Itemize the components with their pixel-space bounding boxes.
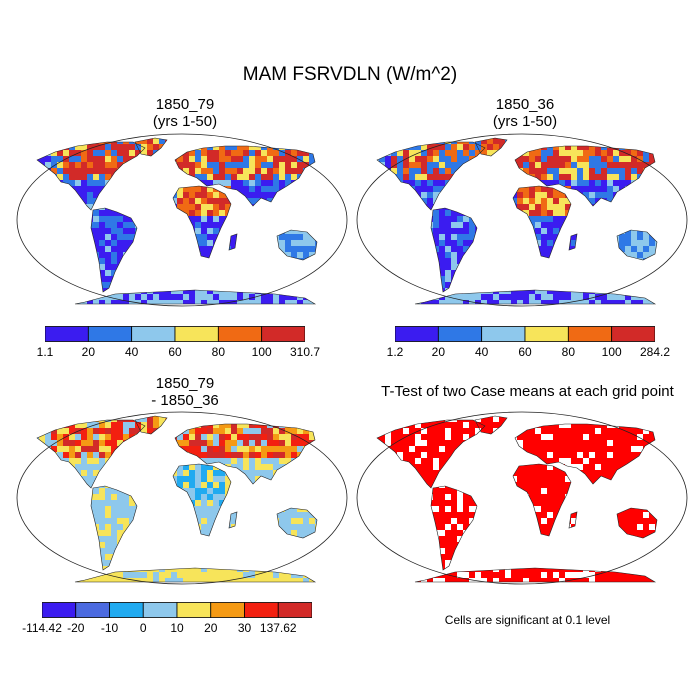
panel-title-difference-line2: - 1850_36: [151, 392, 219, 409]
colorbar-case1-tick-label: 40: [124, 345, 139, 359]
colorbar-case2-swatch: [567, 326, 613, 342]
colorbar-case2-tick-label: 80: [561, 345, 576, 359]
colorbar-case2-swatch: [481, 326, 526, 342]
colorbar-difference-tick-label: 10: [170, 621, 184, 635]
colorbar-difference-tick-label: -10: [100, 621, 119, 635]
panel-title-case1: 1850_79 (yrs 1-50): [25, 96, 345, 130]
colorbar-case1-tick-label: 310.7: [289, 345, 321, 359]
colorbar-difference-swatch: [176, 602, 212, 618]
panel-title-difference-line1: 1850_79: [155, 375, 215, 392]
panel-title-case2-line2: (yrs 1-50): [492, 113, 558, 130]
panel-title-case2: 1850_36 (yrs 1-50): [365, 96, 685, 130]
colorbar-difference-swatch: [75, 602, 110, 618]
colorbar-difference-swatch: [210, 602, 245, 618]
colorbar-case2-tick-label: 60: [518, 345, 532, 359]
map-case2: [356, 133, 688, 307]
colorbar-difference-swatch: [142, 602, 178, 618]
colorbar-difference-swatch: [244, 602, 279, 618]
colorbar-case2: 1.2 20 40 60 80 100 284.2: [387, 326, 670, 362]
colorbar-difference-tick-label: -20: [67, 621, 85, 635]
colorbar-case2-swatch: [611, 326, 655, 342]
panel-title-case2-line1: 1850_36: [495, 96, 555, 113]
colorbar-case1-swatch: [174, 326, 219, 342]
map-ttest: [356, 411, 688, 585]
colorbar-difference-swatch: [109, 602, 144, 618]
colorbar-difference: -114.42 -20 -10 0 10 20 30 137.62: [22, 602, 312, 638]
colorbar-case1-tick-label: 80: [211, 345, 226, 359]
colorbar-difference-tick-label: 137.62: [259, 621, 297, 635]
panel-title-difference: 1850_79 - 1850_36: [25, 375, 345, 409]
colorbar-case1-tick-label: 60: [168, 345, 182, 359]
panel-title-case1-line1: 1850_79: [155, 96, 215, 113]
colorbar-case1-tick-label: 20: [81, 345, 96, 359]
colorbar-difference-tick-label: -114.42: [22, 621, 62, 635]
colorbar-difference-swatch: [42, 602, 77, 618]
map-difference: [16, 411, 348, 585]
colorbar-case2-swatch: [395, 326, 439, 342]
colorbar-case1-swatch: [131, 326, 176, 342]
map-case1: [16, 133, 348, 307]
colorbar-difference-swatch: [277, 602, 312, 618]
colorbar-difference-swatches: [42, 602, 312, 618]
colorbar-case2-tick-label: 1.2: [386, 345, 404, 359]
colorbar-case2-swatches: [395, 326, 655, 342]
colorbar-case1-swatch: [45, 326, 89, 342]
colorbar-case2-tick-label: 20: [431, 345, 446, 359]
colorbar-case2-swatch: [524, 326, 569, 342]
colorbar-case1-tick-label: 1.1: [36, 345, 54, 359]
main-title: MAM FSRVDLN (W/m^2): [242, 64, 458, 85]
colorbar-case1-swatch: [217, 326, 263, 342]
colorbar-case1-swatches: [45, 326, 305, 342]
colorbar-case2-tick-label: 284.2: [639, 345, 671, 359]
colorbar-case2-tick-label: 40: [474, 345, 489, 359]
colorbar-case1-tick-label: 100: [251, 345, 272, 359]
colorbar-difference-tick-label: 20: [204, 621, 218, 635]
colorbar-case2-tick-label: 100: [601, 345, 622, 359]
colorbar-case1-swatch: [87, 326, 133, 342]
colorbar-case1-swatch: [261, 326, 305, 342]
colorbar-case1: 1.1 20 40 60 80 100 310.7: [37, 326, 320, 362]
panel-title-case1-line2: (yrs 1-50): [152, 113, 218, 130]
colorbar-difference-tick-label: 0: [139, 621, 147, 635]
significance-note: Cells are significant at 0.1 level: [444, 613, 611, 627]
panel-title-ttest: T-Test of two Case means at each grid po…: [381, 383, 674, 400]
colorbar-case2-swatch: [437, 326, 483, 342]
colorbar-difference-tick-label: 30: [237, 621, 252, 635]
